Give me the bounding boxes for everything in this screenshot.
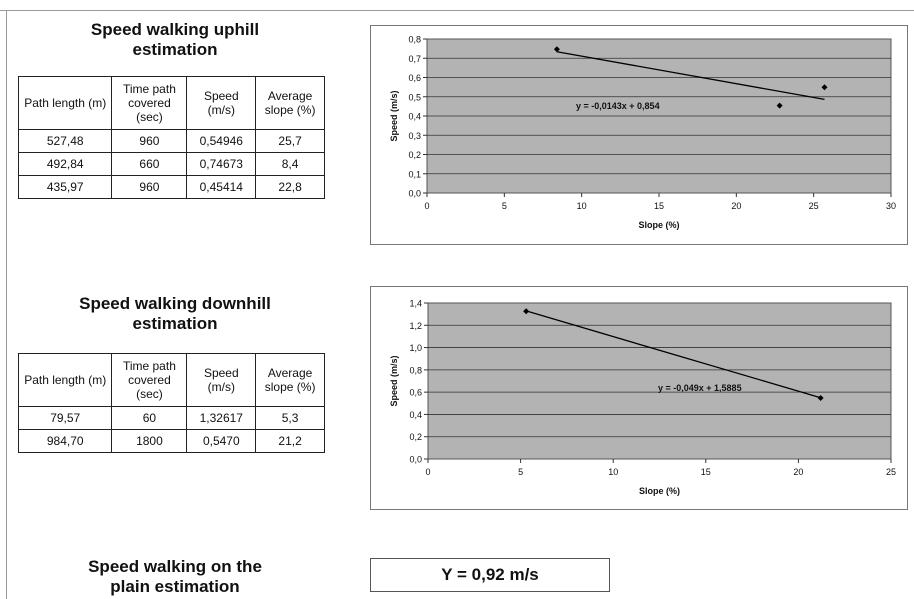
col-slope: Average slope (%) [255,353,325,407]
x-tick-label: 5 [518,467,523,477]
cell-path-length: 984,70 [17,429,113,453]
top-border [0,10,914,11]
table-row: 435,97 960 0,45414 22,8 [17,175,325,199]
y-tick-label: 0,2 [409,432,422,442]
x-tick-label: 0 [425,467,430,477]
col-speed: Speed (m/s) [186,76,257,130]
y-tick-label: 0,8 [409,365,422,375]
downhill-chart-box: 0,0 0,2 0,4 0,6 0,8 1,0 1,2 1,4 0 5 10 15 20 25 Slope … [370,286,908,510]
x-tick-label: 10 [577,201,587,211]
plain-result-box: Y = 0,92 m/s [370,558,610,592]
cell-speed: 0,45414 [186,175,257,199]
y-tick-label: 1,2 [409,321,422,331]
uphill-chart: 0,0 0,1 0,2 0,3 0,4 0,5 0,6 0,7 0,8 0 5 10 15 20 25 30 S… [389,35,896,231]
cell-slope: 25,7 [255,129,325,153]
cell-slope: 8,4 [255,152,325,176]
y-axis-label: Speed (m/s) [389,355,399,406]
y-tick-label: 1,4 [409,299,422,309]
y-tick-label: 1,0 [409,343,422,353]
x-tick-label: 15 [654,201,664,211]
uphill-table: Path length (m) Time path covered (sec) … [17,76,325,199]
cell-time: 1800 [111,429,188,453]
table-row: 79,57 60 1,32617 5,3 [17,406,325,430]
downhill-table: Path length (m) Time path covered (sec) … [17,353,325,453]
table-row: 984,70 1800 0,5470 21,2 [17,429,325,453]
x-tick-label: 25 [809,201,819,211]
col-path-length: Path length (m) [17,76,113,130]
uphill-title-line2: estimation [132,40,218,59]
x-tick-label: 0 [424,201,429,211]
cell-path-length: 527,48 [17,129,113,153]
data-point [817,395,824,402]
downhill-title-line1: Speed walking downhill [79,294,271,313]
cell-path-length: 79,57 [17,406,113,430]
data-point [821,84,828,91]
cell-slope: 22,8 [255,175,325,199]
uphill-chart-box: 0,0 0,1 0,2 0,3 0,4 0,5 0,6 0,7 0,8 0 5 10 15 20 25 30 S… [370,25,908,245]
data-point [776,102,783,109]
plain-title-line1: Speed walking on the [88,557,262,576]
downhill-header-row: Path length (m) Time path covered (sec) … [17,353,325,407]
cell-speed: 0,5470 [186,429,257,453]
uphill-header-row: Path length (m) Time path covered (sec) … [17,76,325,130]
y-axis-label: Speed (m/s) [389,90,399,141]
trendline [525,310,821,399]
col-time: Time path covered (sec) [111,353,188,407]
cell-path-length: 435,97 [17,175,113,199]
cell-speed: 0,54946 [186,129,257,153]
cell-slope: 21,2 [255,429,325,453]
cell-path-length: 492,84 [17,152,113,176]
y-tick-label: 0,2 [408,150,421,160]
uphill-title-line1: Speed walking uphill [90,20,260,39]
uphill-title: Speed walking uphill estimation [60,20,290,60]
y-tick-label: 0,0 [409,455,422,465]
plot-area [427,302,892,460]
downhill-title-line2: estimation [132,314,218,333]
downhill-title: Speed walking downhill estimation [50,294,300,334]
x-tick-label: 10 [608,467,618,477]
x-tick-label: 30 [886,201,896,211]
x-tick-label: 15 [701,467,711,477]
data-point [553,46,560,53]
col-slope: Average slope (%) [255,76,325,130]
x-tick-label: 5 [502,201,507,211]
cell-time: 60 [111,406,188,430]
table-row: 492,84 660 0,74673 8,4 [17,152,325,176]
cell-speed: 1,32617 [186,406,257,430]
downhill-chart: 0,0 0,2 0,4 0,6 0,8 1,0 1,2 1,4 0 5 10 15 20 25 Slope … [389,299,896,497]
plain-title-line2: plain estimation [110,577,240,596]
y-tick-label: 0,5 [408,92,421,102]
left-border [6,10,7,599]
plain-result-value: Y = 0,92 m/s [441,565,539,584]
cell-time: 960 [111,129,188,153]
x-axis-label: Slope (%) [639,486,680,496]
x-axis-label: Slope (%) [638,220,679,230]
cell-time: 960 [111,175,188,199]
cell-time: 660 [111,152,188,176]
x-tick-label: 20 [731,201,741,211]
col-time: Time path covered (sec) [111,76,188,130]
table-row: 527,48 960 0,54946 25,7 [17,129,325,153]
y-tick-label: 0,4 [409,410,422,420]
trendline-equation: y = -0,0143x + 0,854 [576,101,660,111]
col-path-length: Path length (m) [17,353,113,407]
trendline [556,51,825,100]
trendline-equation: y = -0,049x + 1,5885 [658,383,742,393]
y-tick-label: 0,3 [408,131,421,141]
y-tick-label: 0,6 [408,73,421,83]
col-speed: Speed (m/s) [186,353,257,407]
cell-speed: 0,74673 [186,152,257,176]
y-tick-label: 0,6 [409,388,422,398]
cell-slope: 5,3 [255,406,325,430]
plain-title: Speed walking on the plain estimation [70,557,280,597]
y-tick-label: 0,4 [408,112,421,122]
x-tick-label: 25 [886,467,896,477]
y-tick-label: 0,8 [408,35,421,45]
data-point [523,308,530,315]
y-tick-label: 0,1 [408,169,421,179]
x-tick-label: 20 [793,467,803,477]
y-tick-label: 0,7 [408,54,421,64]
y-tick-label: 0,0 [408,189,421,199]
